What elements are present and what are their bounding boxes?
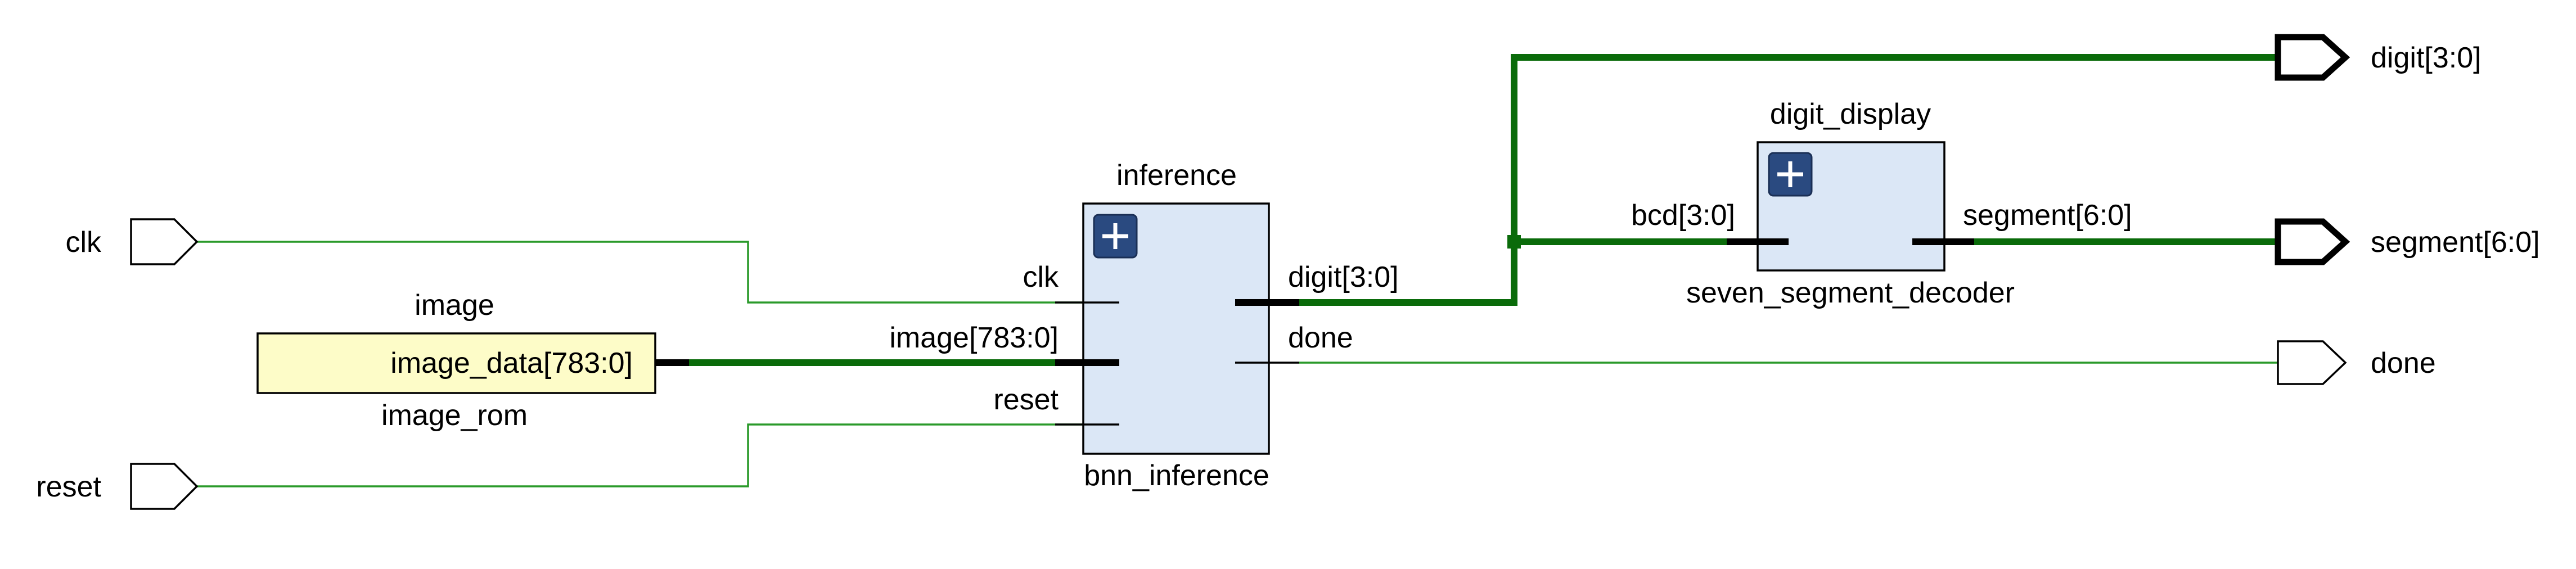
port-done-label: done: [2371, 347, 2436, 380]
net-junction-dot: [1507, 235, 1521, 249]
inference-expand-button[interactable]: [1093, 214, 1138, 259]
rom-instance-name: image: [415, 289, 494, 322]
cell-digit-display[interactable]: digit_display bcd[3:0] segment[6:0] seve…: [1631, 98, 2132, 309]
inference-instance-name: inference: [1116, 159, 1237, 192]
inference-module-name: bnn_inference: [1084, 459, 1269, 492]
inference-pin-clk-label: clk: [1023, 261, 1059, 293]
port-digit-label: digit[3:0]: [2371, 42, 2482, 74]
input-port-reset[interactable]: reset: [36, 463, 199, 510]
net-clk[interactable]: [197, 241, 1086, 304]
port-clk-shape[interactable]: [130, 218, 199, 265]
input-port-clk[interactable]: clk: [65, 218, 199, 265]
inference-pin-digit-label: digit[3:0]: [1288, 261, 1399, 293]
decoder-expand-button[interactable]: [1768, 152, 1813, 197]
decoder-pin-segment-label: segment[6:0]: [1963, 199, 2132, 232]
port-done-shape[interactable]: [2277, 340, 2347, 385]
decoder-instance-name: digit_display: [1770, 98, 1931, 130]
port-segment-label: segment[6:0]: [2371, 226, 2540, 259]
port-reset-label: reset: [36, 471, 101, 503]
port-reset-shape[interactable]: [130, 463, 199, 510]
port-clk-label: clk: [65, 226, 102, 259]
rom-cell-image[interactable]: image image_data[783:0] image_rom: [256, 289, 689, 432]
nets: [197, 54, 2278, 487]
decoder-module-name: seven_segment_decoder: [1686, 277, 2015, 309]
inference-pin-image-label: image[783:0]: [889, 322, 1059, 354]
net-reset[interactable]: [197, 423, 1086, 487]
inference-pin-reset-label: reset: [993, 383, 1059, 416]
output-port-digit[interactable]: digit[3:0]: [2275, 34, 2482, 81]
rom-pin-label: image_data[783:0]: [390, 347, 633, 380]
output-port-done[interactable]: done: [2277, 340, 2436, 385]
net-digit[interactable]: [1299, 54, 2278, 306]
decoder-pin-bcd-label: bcd[3:0]: [1631, 199, 1735, 232]
cell-inference[interactable]: inference clk image[783:0] reset digit[3…: [889, 159, 1398, 492]
rom-module-name: image_rom: [381, 399, 528, 432]
output-port-segment[interactable]: segment[6:0]: [2275, 218, 2540, 265]
port-digit-shape[interactable]: [2275, 34, 2350, 81]
port-segment-shape[interactable]: [2275, 218, 2350, 265]
inference-pin-done-label: done: [1288, 322, 1353, 354]
